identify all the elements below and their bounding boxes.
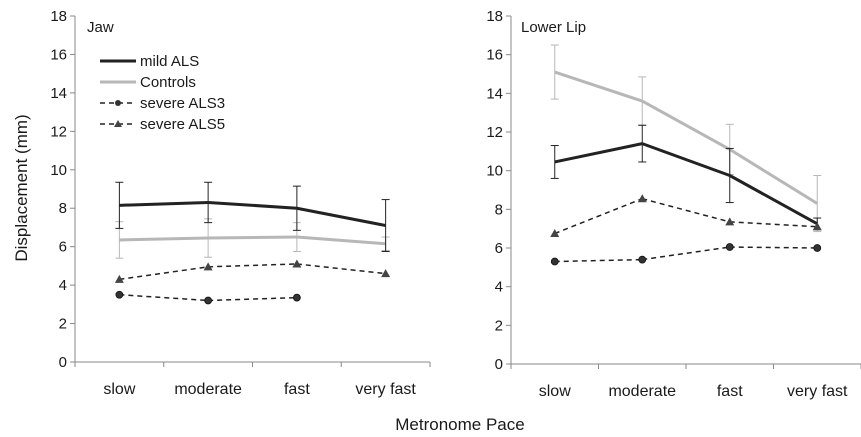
series-line-segment bbox=[728, 148, 819, 205]
y-tick-label: 8 bbox=[495, 201, 503, 218]
y-tick-label: 4 bbox=[59, 277, 67, 294]
y-tick-label: 2 bbox=[59, 316, 67, 333]
legend-item-mild-als: mild ALS bbox=[100, 53, 199, 70]
series-line-segment bbox=[119, 200, 209, 207]
series-severe-als3 bbox=[550, 243, 822, 266]
series-line-segment bbox=[554, 70, 643, 103]
data-point bbox=[381, 269, 391, 278]
series-line-segment bbox=[729, 221, 818, 228]
x-tick-label: slow bbox=[539, 383, 571, 400]
x-tick-label: very fast bbox=[787, 383, 848, 400]
series-line-segment bbox=[641, 142, 731, 177]
legend-item-severe-als3: severe ALS3 bbox=[100, 95, 225, 112]
series-line-segment bbox=[208, 296, 297, 302]
series-line-segment bbox=[208, 235, 297, 240]
data-point bbox=[203, 262, 213, 271]
y-tick-label: 12 bbox=[486, 124, 503, 141]
y-tick-label: 16 bbox=[50, 46, 67, 63]
series-severe-als5 bbox=[550, 194, 822, 237]
series-line-segment bbox=[208, 263, 297, 268]
series-severe-als5 bbox=[114, 259, 391, 283]
legend-label: severe ALS3 bbox=[140, 95, 225, 112]
series-line-segment bbox=[642, 246, 730, 261]
series-line-segment bbox=[296, 206, 386, 227]
series-line-segment bbox=[641, 99, 731, 151]
y-tick-label: 0 bbox=[59, 354, 67, 371]
data-point bbox=[812, 222, 822, 231]
y-tick-label: 10 bbox=[50, 162, 67, 179]
series-line-segment bbox=[729, 246, 818, 249]
legend-label: mild ALS bbox=[140, 53, 199, 70]
legend-label: severe ALS5 bbox=[140, 116, 225, 133]
x-tick-label: very fast bbox=[355, 381, 416, 398]
series-line-segment bbox=[642, 197, 730, 223]
legend-item-severe-als5: severe ALS5 bbox=[100, 116, 225, 133]
data-point bbox=[725, 217, 735, 226]
data-point bbox=[725, 243, 734, 251]
data-point bbox=[550, 257, 559, 266]
x-axis-title: Metronome Pace bbox=[395, 415, 524, 434]
panel-title: Jaw bbox=[87, 19, 114, 36]
y-tick-label: 14 bbox=[486, 85, 503, 102]
data-point bbox=[114, 274, 124, 283]
y-tick-label: 6 bbox=[59, 239, 67, 256]
y-tick-label: 16 bbox=[486, 47, 503, 64]
series-line-segment bbox=[296, 263, 386, 275]
series-mild-als bbox=[115, 181, 390, 252]
data-point bbox=[637, 194, 647, 203]
y-tick-label: 14 bbox=[50, 85, 67, 102]
data-point bbox=[638, 255, 647, 264]
data-point bbox=[115, 290, 124, 299]
x-tick-label: moderate bbox=[608, 383, 676, 400]
series-severe-als3 bbox=[115, 290, 301, 305]
legend-item-controls: Controls bbox=[100, 74, 196, 91]
series-line-segment bbox=[729, 174, 818, 226]
series-line-segment bbox=[119, 266, 209, 281]
series-line-segment bbox=[554, 142, 643, 164]
data-point bbox=[292, 259, 302, 268]
series-line-segment bbox=[554, 258, 643, 263]
panel-title: Lower Lip bbox=[521, 19, 586, 36]
y-tick-label: 8 bbox=[59, 200, 67, 217]
y-tick-label: 18 bbox=[50, 8, 67, 25]
y-tick-label: 4 bbox=[495, 279, 503, 296]
series-controls bbox=[115, 218, 390, 259]
y-tick-label: 6 bbox=[495, 240, 503, 257]
legend-marker bbox=[115, 100, 121, 106]
x-tick-label: fast bbox=[284, 381, 310, 398]
panel-jaw: 0 2 4 6 8 10 12 14 16 18 slow moderate fast very fast… bbox=[50, 8, 431, 398]
data-point bbox=[813, 244, 822, 252]
legend-marker bbox=[114, 120, 122, 127]
data-point bbox=[550, 229, 560, 237]
x-tick-label: fast bbox=[717, 383, 743, 400]
data-point bbox=[292, 293, 301, 302]
y-axis-title: Displacement (mm) bbox=[12, 114, 31, 261]
y-tick-label: 0 bbox=[495, 356, 503, 373]
panel-lower-lip: 0 2 4 6 8 10 12 14 16 18 slow moderate fast very fast… bbox=[486, 8, 861, 400]
legend-label: Controls bbox=[140, 74, 196, 91]
legend: mild ALS Controls severe ALS3 severe ALS5 bbox=[100, 53, 225, 133]
y-tick-label: 12 bbox=[50, 123, 67, 140]
series-line-segment bbox=[119, 236, 209, 242]
y-tick-label: 10 bbox=[486, 163, 503, 180]
series-line-segment bbox=[554, 198, 643, 235]
series-line-segment bbox=[119, 293, 209, 302]
series-controls bbox=[550, 44, 822, 233]
data-point bbox=[204, 296, 213, 305]
x-tick-label: slow bbox=[103, 381, 135, 398]
series-mild-als bbox=[550, 124, 822, 231]
series-line-segment bbox=[208, 200, 297, 210]
y-tick-label: 2 bbox=[495, 317, 503, 334]
x-tick-label: moderate bbox=[174, 381, 242, 398]
series-line-segment bbox=[296, 235, 386, 246]
y-tick-label: 18 bbox=[486, 8, 503, 25]
